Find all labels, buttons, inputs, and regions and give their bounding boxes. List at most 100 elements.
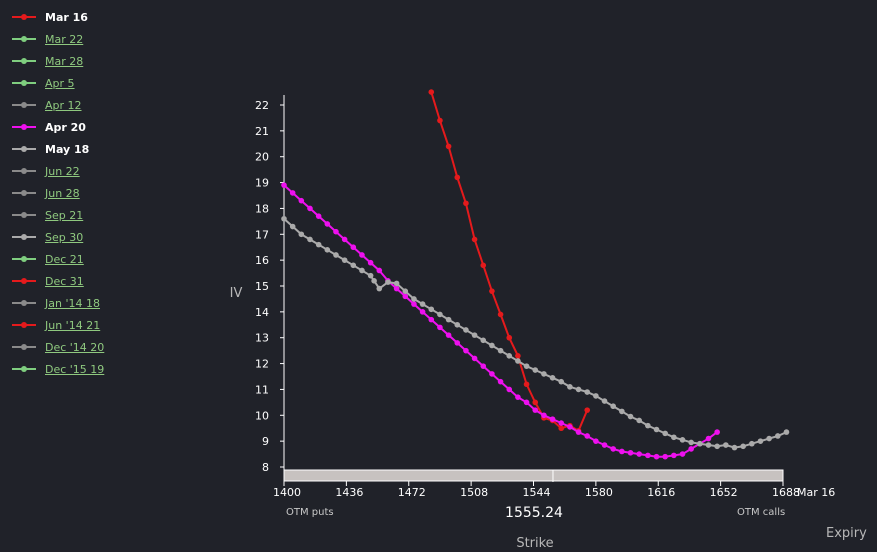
x-tick-label: 1688 — [772, 486, 800, 499]
data-point — [298, 197, 305, 204]
data-point — [549, 374, 556, 381]
y-tick-label: 15 — [255, 280, 269, 293]
legend-swatch-icon — [12, 146, 36, 152]
legend-item[interactable]: Jun '14 21 — [10, 314, 104, 336]
data-point — [480, 262, 487, 269]
legend-item[interactable]: Mar 16 — [10, 6, 104, 28]
legend-label[interactable]: Jun 22 — [45, 164, 80, 178]
data-point — [281, 215, 287, 222]
y-tick-label: 11 — [255, 383, 269, 396]
legend-label[interactable]: Apr 20 — [45, 120, 86, 134]
data-point — [558, 420, 565, 426]
x-tick-label: 1400 — [273, 486, 301, 499]
legend: Mar 16 Mar 22 Mar 28 Apr 5 Apr 12 Apr 20 May 1… — [10, 6, 104, 380]
data-point — [411, 301, 417, 307]
y-tick-label: 16 — [255, 254, 269, 267]
data-point — [376, 285, 383, 292]
data-point — [584, 407, 591, 413]
legend-item[interactable]: Jun 28 — [10, 182, 104, 204]
data-point — [367, 259, 374, 266]
x-axis-label: Strike — [516, 536, 553, 551]
data-point — [289, 190, 296, 196]
legend-label[interactable]: Sep 21 — [45, 208, 84, 222]
data-point — [532, 367, 539, 373]
data-point — [593, 438, 599, 444]
data-point — [506, 334, 513, 341]
data-point — [307, 236, 313, 243]
data-point — [463, 200, 469, 207]
legend-swatch-icon — [12, 212, 36, 218]
legend-label[interactable]: Dec '14 20 — [45, 340, 105, 354]
data-point — [593, 393, 599, 399]
data-point — [541, 412, 547, 419]
data-point — [619, 448, 625, 455]
legend-swatch-icon — [12, 278, 36, 284]
data-point — [645, 452, 651, 459]
legend-label[interactable]: Mar 28 — [45, 54, 84, 68]
data-point — [749, 440, 755, 447]
data-point — [333, 252, 339, 258]
data-point — [645, 422, 651, 429]
data-point — [671, 434, 677, 441]
data-point — [714, 443, 720, 450]
data-point — [489, 288, 495, 294]
data-point — [619, 408, 625, 415]
data-point — [307, 205, 313, 212]
data-point — [679, 451, 686, 457]
data-point — [454, 321, 461, 328]
data-point — [393, 285, 400, 292]
legend-item[interactable]: Sep 30 — [10, 226, 104, 248]
data-point — [411, 296, 417, 302]
legend-item[interactable]: Dec 31 — [10, 270, 104, 292]
x-tick-label: 1508 — [460, 486, 488, 499]
legend-label[interactable]: Jun 28 — [45, 186, 80, 200]
legend-item[interactable]: Jun 22 — [10, 160, 104, 182]
data-point — [601, 398, 608, 404]
legend-label[interactable]: Apr 5 — [45, 76, 75, 90]
legend-label[interactable]: Jun '14 21 — [45, 318, 101, 332]
legend-label[interactable]: Jan '14 18 — [45, 296, 100, 310]
legend-item[interactable]: Apr 5 — [10, 72, 104, 94]
legend-swatch-icon — [12, 168, 36, 174]
data-point — [766, 435, 772, 442]
data-point — [662, 453, 668, 460]
data-point — [515, 353, 521, 359]
legend-item[interactable]: Mar 28 — [10, 50, 104, 72]
data-point — [567, 424, 573, 430]
legend-label[interactable]: Dec '15 19 — [45, 362, 105, 376]
data-point — [298, 231, 305, 238]
legend-item[interactable]: Dec 21 — [10, 248, 104, 270]
legend-item[interactable]: Apr 12 — [10, 94, 104, 116]
data-point — [688, 439, 694, 446]
legend-item[interactable]: Sep 21 — [10, 204, 104, 226]
legend-label[interactable]: Apr 12 — [45, 98, 82, 112]
y-tick-label: 17 — [255, 228, 269, 241]
data-point — [376, 267, 383, 274]
y-tick-label: 19 — [255, 177, 269, 190]
y-tick-label: 13 — [255, 332, 269, 345]
data-point — [428, 89, 435, 95]
plot-frame — [283, 95, 784, 482]
legend-label[interactable]: Mar 16 — [45, 10, 88, 24]
data-point — [584, 389, 591, 395]
y-tick-label: 18 — [255, 202, 269, 215]
legend-item[interactable]: Apr 20 — [10, 116, 104, 138]
legend-label[interactable]: Dec 31 — [45, 274, 84, 288]
y-tick-label: 12 — [255, 358, 269, 371]
legend-item[interactable]: Dec '15 19 — [10, 358, 104, 380]
data-point — [489, 371, 495, 377]
legend-label[interactable]: May 18 — [45, 142, 90, 156]
legend-item[interactable]: Dec '14 20 — [10, 336, 104, 358]
legend-swatch-icon — [12, 14, 36, 20]
legend-label[interactable]: Sep 30 — [45, 230, 84, 244]
data-point — [532, 407, 539, 413]
legend-label[interactable]: Dec 21 — [45, 252, 84, 266]
data-point — [437, 324, 443, 331]
series-line — [430, 91, 589, 433]
legend-item[interactable]: May 18 — [10, 138, 104, 160]
legend-label[interactable]: Mar 22 — [45, 32, 84, 46]
legend-item[interactable]: Mar 22 — [10, 28, 104, 50]
data-point — [393, 280, 400, 287]
legend-item[interactable]: Jan '14 18 — [10, 292, 104, 314]
data-point — [688, 446, 694, 452]
